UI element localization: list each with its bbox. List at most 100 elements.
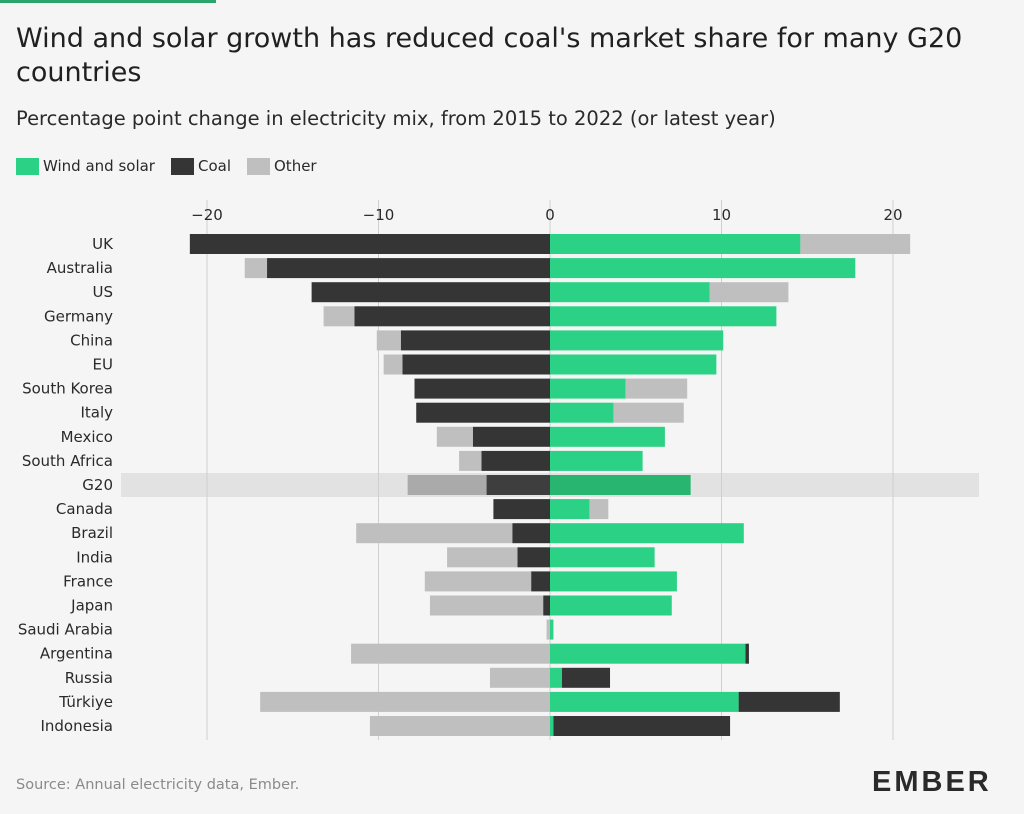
- bar-italy-other: [613, 402, 684, 423]
- bar-italy-wind-solar: [550, 402, 614, 423]
- bar-indonesia-wind-solar: [550, 716, 554, 736]
- chart-title: Wind and solar growth has reduced coal's…: [16, 23, 963, 88]
- bar-japan-other: [429, 595, 544, 616]
- category-label-t-rkiye: Türkiye: [58, 693, 113, 711]
- bar-argentina-other: [351, 643, 550, 664]
- category-label-south-korea: South Korea: [22, 380, 113, 398]
- bar-germany-coal: [354, 306, 550, 327]
- category-label-germany: Germany: [44, 307, 113, 325]
- bar-uk-coal: [189, 234, 550, 254]
- legend-item-wind-solar: Wind and solar: [16, 157, 155, 175]
- legend-swatch-other: [247, 157, 270, 175]
- bar-germany-other: [323, 306, 355, 327]
- x-tick-label-4: 20: [883, 206, 902, 224]
- x-tick-label-2: 0: [545, 206, 555, 224]
- legend-swatch-wind-solar: [16, 157, 39, 175]
- bar-russia-coal: [562, 667, 611, 688]
- category-label-uk: UK: [92, 235, 114, 253]
- bar-t-rkiye-wind-solar: [550, 691, 739, 712]
- x-tick-label-1: −10: [363, 206, 395, 224]
- top-accent-bar: [0, 0, 216, 3]
- bar-japan-coal: [543, 595, 550, 616]
- bar-g20-wind-solar: [550, 475, 691, 495]
- category-label-eu: EU: [93, 356, 113, 374]
- bar-australia-other: [244, 258, 268, 279]
- ember-logo-text: EMBER: [872, 766, 992, 797]
- bar-argentina-coal: [745, 643, 749, 664]
- legend-item-other: Other: [247, 157, 317, 175]
- bar-italy-coal: [416, 402, 550, 423]
- bar-south-africa-other: [459, 450, 482, 471]
- bar-south-korea-other: [625, 378, 688, 399]
- bar-mexico-wind-solar: [550, 426, 665, 447]
- x-tick-label-0: −20: [191, 206, 223, 224]
- bar-france-other: [424, 571, 532, 592]
- bar-canada-coal: [493, 499, 550, 520]
- category-label-mexico: Mexico: [61, 428, 113, 446]
- category-label-argentina: Argentina: [40, 645, 113, 663]
- bar-australia-coal: [267, 258, 550, 279]
- category-label-us: US: [92, 283, 113, 301]
- bar-south-africa-wind-solar: [550, 450, 643, 471]
- category-label-south-africa: South Africa: [22, 452, 113, 470]
- bar-brazil-wind-solar: [550, 523, 744, 544]
- legend: Wind and solar Coal Other: [16, 157, 333, 175]
- category-label-australia: Australia: [47, 259, 113, 277]
- category-label-italy: Italy: [80, 404, 113, 422]
- bar-argentina-wind-solar: [550, 643, 746, 664]
- legend-label-wind-solar: Wind and solar: [43, 157, 155, 175]
- bar-g20-coal: [486, 475, 550, 495]
- bar-china-coal: [400, 330, 550, 351]
- x-tick-label-3: 10: [712, 206, 731, 224]
- chart-subtitle: Percentage point change in electricity m…: [16, 107, 776, 130]
- legend-label-other: Other: [274, 157, 317, 175]
- bar-china-wind-solar: [550, 330, 724, 351]
- category-label-g20: G20: [82, 476, 113, 494]
- bar-eu-wind-solar: [550, 354, 717, 375]
- bar-russia-other: [489, 667, 550, 688]
- bar-brazil-coal: [512, 523, 550, 544]
- bar-france-coal: [531, 571, 550, 592]
- category-label-saudi-arabia: Saudi Arabia: [18, 621, 113, 639]
- bar-mexico-coal: [472, 426, 550, 447]
- bar-china-other: [376, 330, 401, 351]
- category-label-canada: Canada: [56, 500, 113, 518]
- bar-us-coal: [311, 282, 550, 303]
- category-label-indonesia: Indonesia: [40, 717, 113, 735]
- bar-t-rkiye-other: [260, 691, 550, 712]
- category-label-brazil: Brazil: [71, 524, 113, 542]
- bar-canada-other: [589, 499, 609, 520]
- bar-eu-coal: [402, 354, 550, 375]
- bar-south-korea-coal: [414, 378, 550, 399]
- bar-us-wind-solar: [550, 282, 710, 303]
- bar-indonesia-other: [369, 716, 550, 736]
- bar-eu-other: [383, 354, 403, 375]
- bar-france-wind-solar: [550, 571, 677, 592]
- bar-japan-wind-solar: [550, 595, 672, 616]
- source-note: Source: Annual electricity data, Ember.: [16, 777, 300, 793]
- bar-south-africa-coal: [481, 450, 550, 471]
- legend-label-coal: Coal: [197, 157, 231, 175]
- category-label-russia: Russia: [65, 669, 113, 687]
- bar-uk-wind-solar: [550, 234, 801, 254]
- bar-saudi-arabia-other: [546, 619, 550, 640]
- ember-logo: EMBER: [872, 766, 992, 797]
- bar-g20-other: [407, 475, 487, 495]
- legend-swatch-coal: [170, 157, 194, 175]
- category-label-india: India: [76, 548, 113, 566]
- bar-canada-wind-solar: [550, 499, 590, 520]
- bar-south-korea-wind-solar: [550, 378, 626, 399]
- bar-us-other: [709, 282, 789, 303]
- bar-australia-wind-solar: [550, 258, 856, 279]
- bar-uk-other: [800, 234, 911, 254]
- legend-item-coal: Coal: [170, 157, 231, 175]
- bar-germany-wind-solar: [550, 306, 777, 327]
- bar-india-coal: [517, 547, 550, 568]
- category-label-france: France: [63, 572, 113, 590]
- bar-chart: −20 −10 0 10 20 UK Australia US Germany China EU So…: [18, 200, 979, 740]
- bar-saudi-arabia-wind-solar: [550, 619, 554, 640]
- category-label-china: China: [70, 331, 113, 349]
- bar-india-wind-solar: [550, 547, 655, 568]
- bar-mexico-other: [436, 426, 473, 447]
- category-label-japan: Japan: [70, 597, 113, 615]
